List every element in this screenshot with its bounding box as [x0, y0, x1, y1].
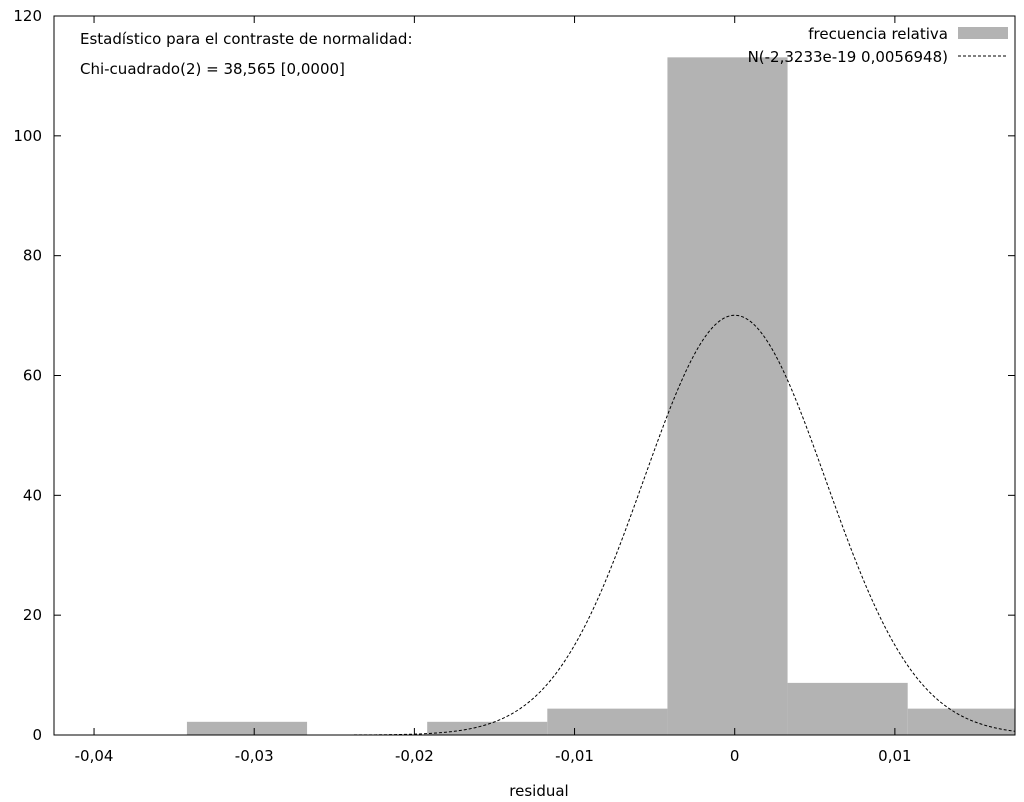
- x-tick-label: -0,02: [395, 747, 434, 765]
- histogram-bar-3: [547, 708, 668, 735]
- axis-ticks: [54, 15, 1015, 736]
- histogram-bar-4: [667, 57, 788, 735]
- y-tick-label: 20: [23, 606, 42, 624]
- legend-label-histogram: frecuencia relativa: [808, 25, 948, 43]
- legend-label-normal: N(-2,3233e-19 0,0056948): [748, 48, 948, 66]
- y-tick-label: 120: [13, 7, 42, 25]
- chi-square-result: Chi-cuadrado(2) = 38,565 [0,0000]: [80, 60, 345, 78]
- y-tick-label: 100: [13, 127, 42, 145]
- legend: frecuencia relativa N(-2,3233e-19 0,0056…: [748, 25, 1008, 66]
- y-tick-label: 80: [23, 247, 42, 265]
- histogram-bar-2: [427, 721, 548, 735]
- plot-frame: [53, 15, 1016, 736]
- y-tick-label: 40: [23, 486, 42, 504]
- histogram-bar-5: [787, 682, 908, 735]
- axis-tick-labels: -0,04 -0,03 -0,02 -0,01 0 0,01 0 20 40 60 80 100 120: [13, 7, 911, 765]
- x-tick-label: 0,01: [878, 747, 911, 765]
- x-tick-label: -0,04: [75, 747, 114, 765]
- y-tick-label: 60: [23, 367, 42, 385]
- legend-swatch-histogram: [958, 27, 1008, 39]
- y-tick-label: 0: [32, 726, 42, 744]
- x-axis-title: residual: [509, 782, 568, 800]
- histogram-bars: [186, 57, 1015, 735]
- x-tick-label: -0,03: [235, 747, 274, 765]
- normal-density-curve: [54, 314, 1016, 736]
- x-tick-label: 0: [730, 747, 740, 765]
- normal-curve-layer: [54, 314, 1016, 736]
- histogram-bar-1: [186, 721, 308, 735]
- histogram-bar-6: [907, 708, 1015, 735]
- normality-test-label: Estadístico para el contraste de normali…: [80, 30, 413, 48]
- x-tick-label: -0,01: [555, 747, 594, 765]
